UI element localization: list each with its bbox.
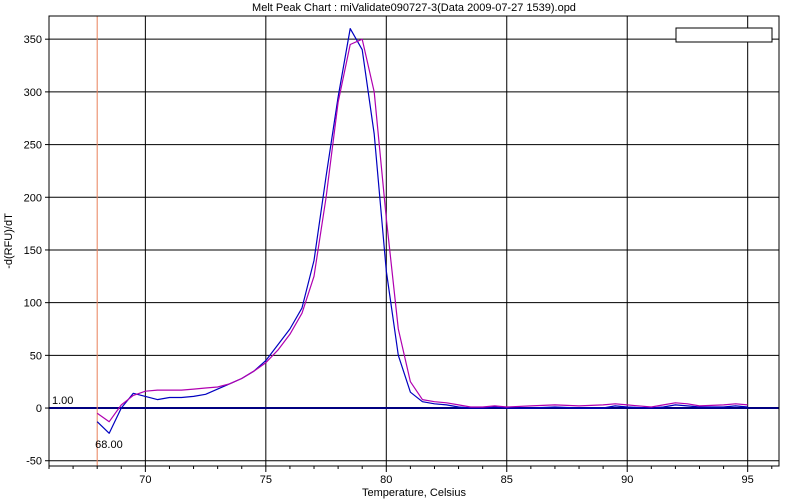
x-tick-label: 80 [380,474,392,486]
y-tick-label: 0 [36,403,42,415]
series-line-1 [96,28,748,434]
series-line-2 [96,38,748,423]
axis-ticks: 70 75 80 85 90 95 -50 0 50 100 150 200 250 300 350 [24,34,773,486]
x-tick-label: 90 [621,474,633,486]
x-tick-label: 75 [260,474,272,486]
y-axis-label: -d(RFU)/dT [3,213,15,269]
x-tick-label: 70 [139,474,151,486]
cursor-value-label: 68.00 [95,439,123,451]
legend-box [675,27,773,43]
y-tick-label: 100 [24,298,42,310]
y-tick-label: 250 [24,140,42,152]
y-tick-label: 50 [30,350,42,362]
y-tick-label: 200 [24,192,42,204]
y-tick-label: -50 [26,456,42,468]
y-tick-label: 150 [24,245,42,257]
y-tick-label: 350 [24,34,42,46]
chart-title: Melt Peak Chart : miValidate090727-3(Dat… [252,2,576,14]
plot-frame [48,15,780,467]
x-tick-label: 85 [501,474,513,486]
x-axis-label: Temperature, Celsius [362,487,466,499]
y-tick-label: 300 [24,87,42,99]
x-tick-label: 95 [742,474,754,486]
threshold-value-label: 1.00 [52,395,73,407]
series-layer [96,28,748,434]
